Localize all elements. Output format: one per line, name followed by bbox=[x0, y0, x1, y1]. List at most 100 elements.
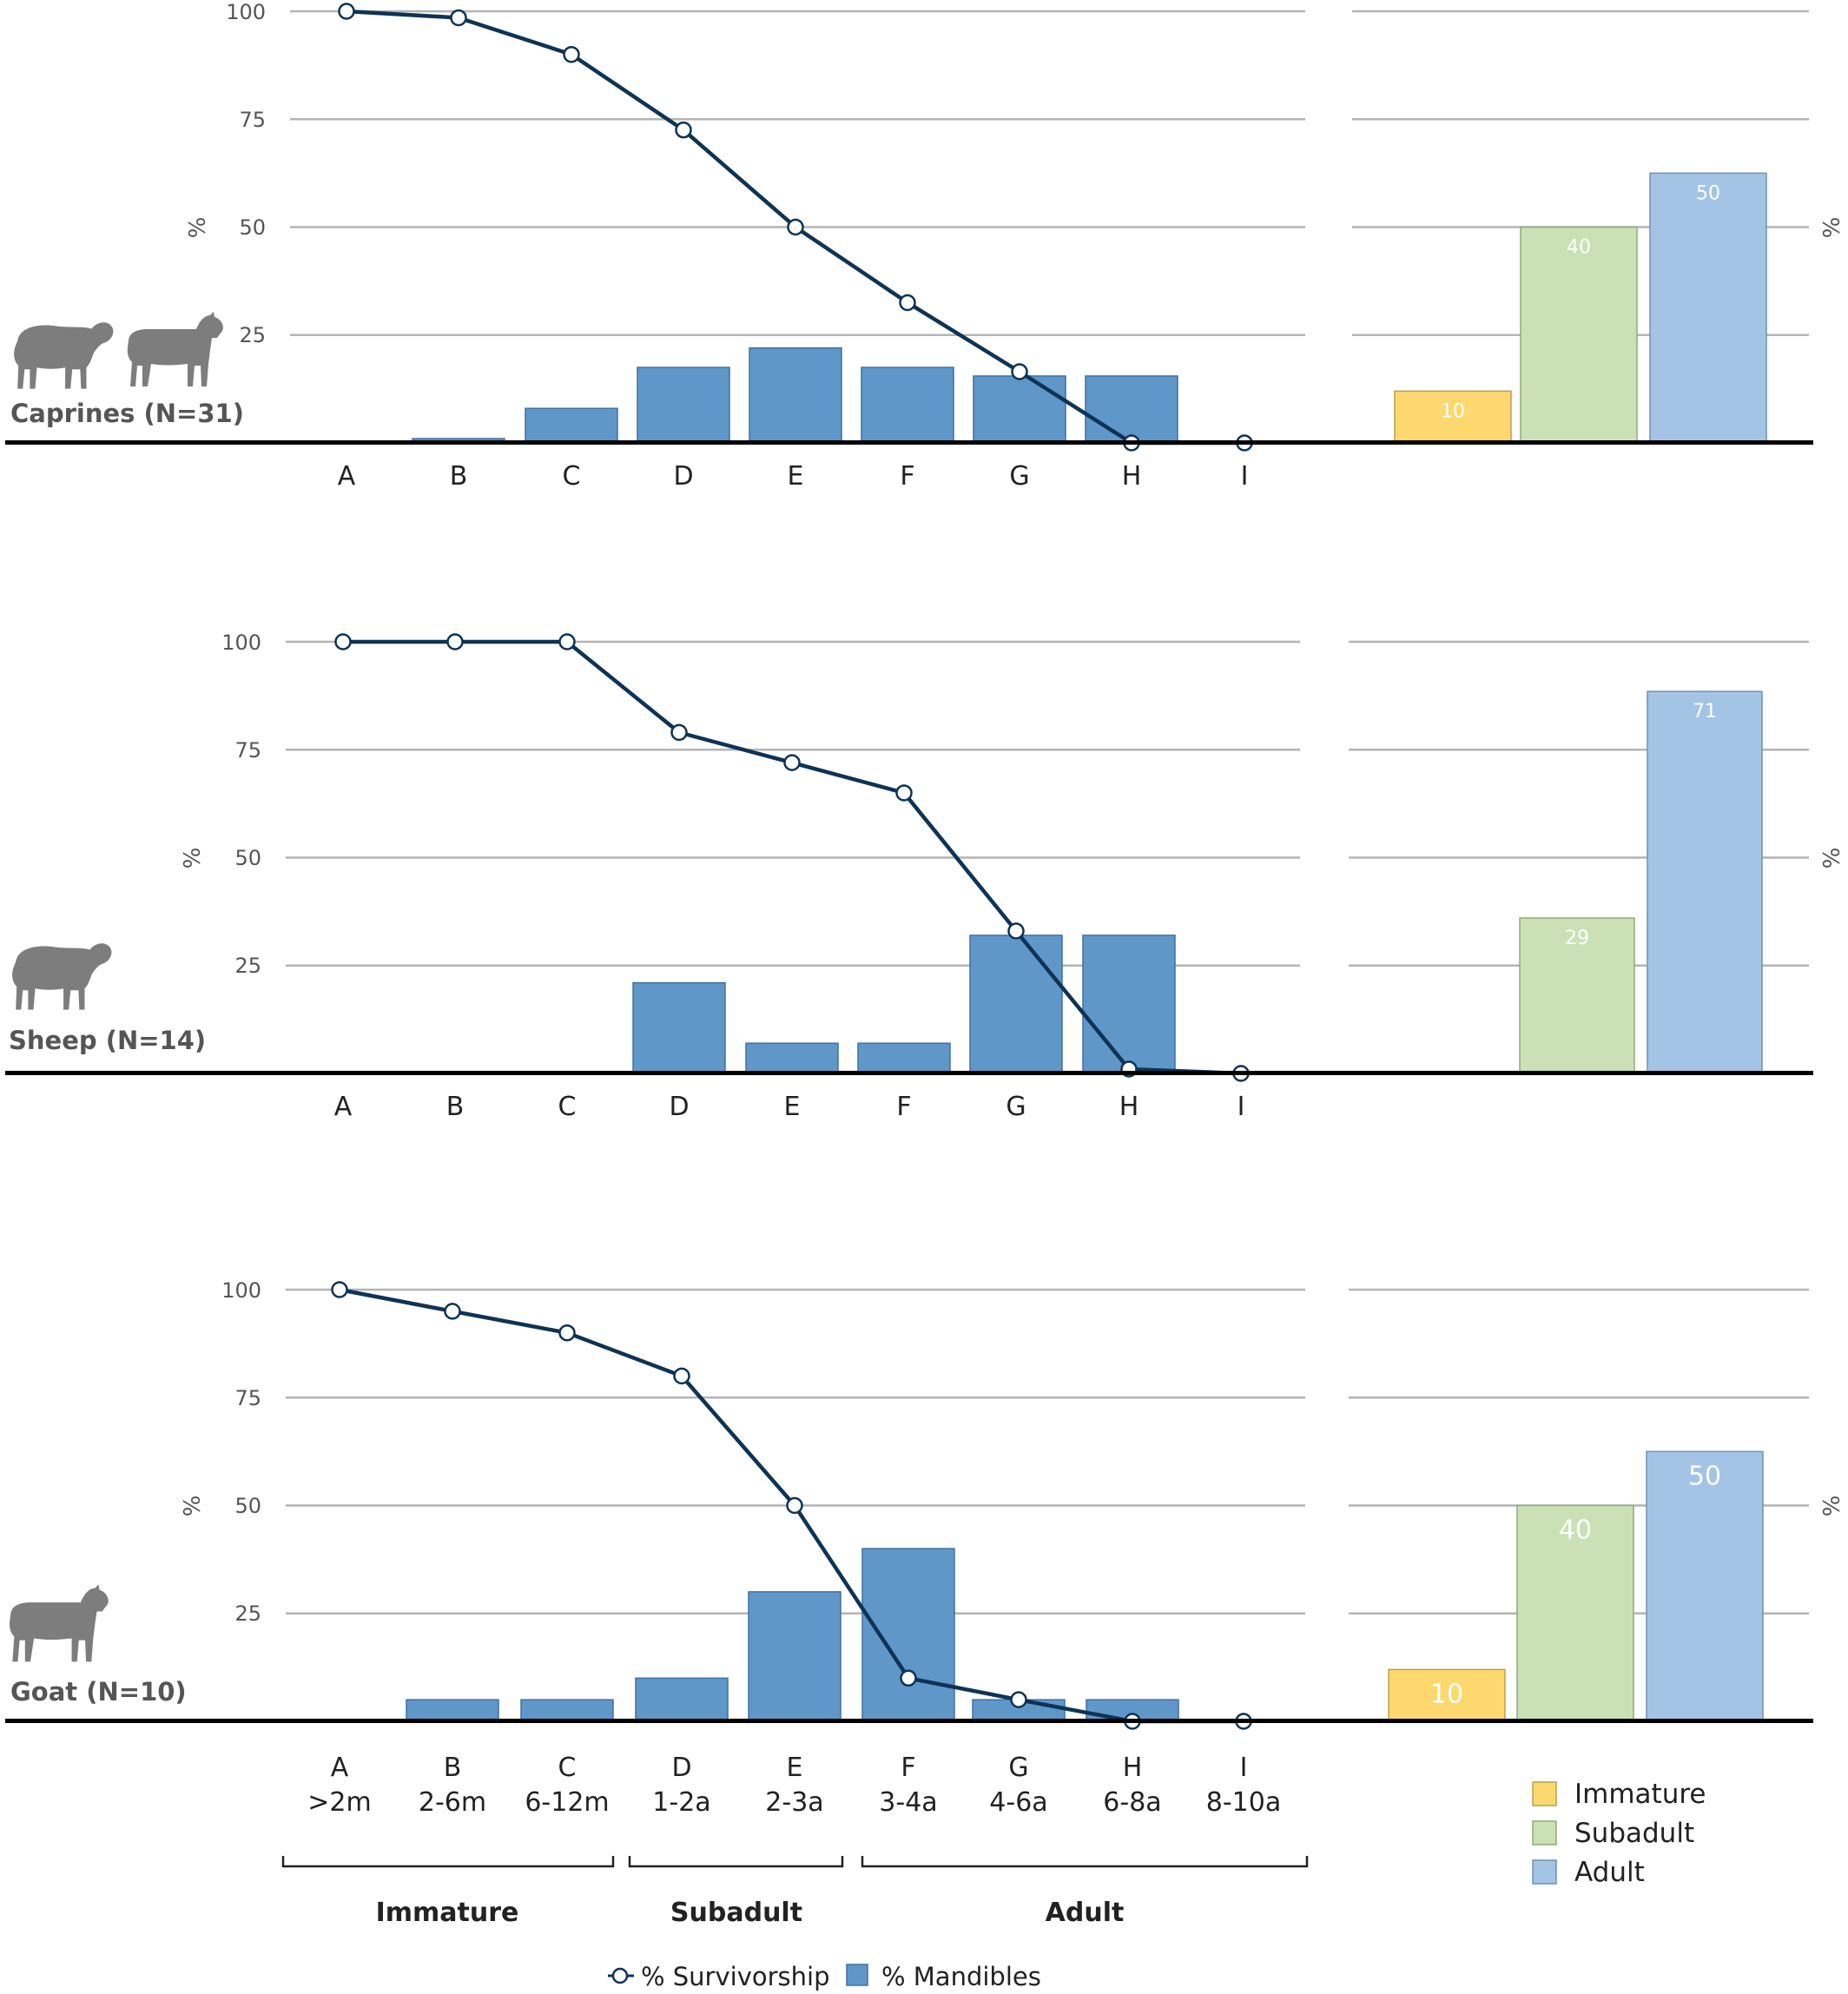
legend-subadult-swatch bbox=[1532, 1820, 1557, 1845]
x-age-label-e: 2-3a bbox=[765, 1787, 823, 1818]
x-age-label-i: 8-10a bbox=[1206, 1787, 1281, 1818]
x-tick-label-e: E bbox=[788, 461, 804, 492]
summary-bar-value-adult: 50 bbox=[1696, 182, 1720, 204]
mandible-bar-c bbox=[520, 1699, 614, 1722]
subadult-bracket bbox=[628, 1856, 844, 1868]
survivorship-point-b bbox=[444, 1303, 461, 1320]
y-tick-label-50: 50 bbox=[234, 846, 261, 870]
survivorship-point-f bbox=[900, 1669, 917, 1687]
age-group-label-subadult: Subadult bbox=[670, 1898, 802, 1928]
y-tick-label-75: 75 bbox=[234, 1386, 261, 1410]
mandible-bar-f bbox=[857, 1042, 951, 1074]
sheep-icon bbox=[14, 322, 114, 389]
summary-y-axis-label: % bbox=[1819, 217, 1845, 239]
summary-bar-value-subadult: 29 bbox=[1565, 928, 1589, 949]
mandible-bars bbox=[412, 347, 1178, 444]
survivorship-point-c bbox=[558, 633, 576, 650]
panel-label: Sheep (N=14) bbox=[9, 1026, 206, 1055]
survivorship-point-f bbox=[899, 294, 916, 312]
y-tick-label-25: 25 bbox=[234, 954, 261, 978]
mandible-bars bbox=[406, 1548, 1179, 1722]
survivorship-point-d bbox=[673, 1367, 690, 1385]
goat-icon bbox=[127, 312, 223, 386]
x-tick-labels: A B C D E F G H I bbox=[331, 1753, 1248, 1783]
summary-bar-adult bbox=[1649, 172, 1767, 444]
y-tick-label-75: 75 bbox=[234, 738, 261, 763]
summary-bar-value-immature: 10 bbox=[1441, 400, 1465, 422]
y-tick-label-25: 25 bbox=[239, 323, 266, 347]
y-tick-label-100: 100 bbox=[226, 0, 266, 24]
x-tick-label-c: C bbox=[558, 1092, 577, 1122]
x-tick-labels: A B C D E F G H I bbox=[334, 1092, 1245, 1122]
x-age-label-h: 6-8a bbox=[1103, 1787, 1161, 1818]
x-age-label-b: 2-6m bbox=[419, 1787, 486, 1818]
x-tick-label-g: G bbox=[1009, 461, 1029, 492]
x-tick-label-b: B bbox=[444, 1753, 462, 1783]
x-tick-label-h: H bbox=[1122, 461, 1142, 492]
sheep-icon bbox=[12, 943, 112, 1010]
survivorship-point-e bbox=[783, 754, 801, 771]
y-axis-label: % bbox=[180, 848, 206, 869]
x-tick-label-g: G bbox=[1006, 1092, 1026, 1122]
x-tick-label-a: A bbox=[338, 461, 356, 492]
survivorship-point-g bbox=[1007, 922, 1025, 940]
x-tick-label-e: E bbox=[784, 1092, 801, 1122]
summary-bar-value-subadult: 40 bbox=[1559, 1515, 1592, 1546]
panel-goat: 100 75 50 25 % % 10 40 50 A B C D E F G H … bbox=[5, 1278, 1845, 1818]
mandible-bar-g bbox=[973, 375, 1066, 444]
x-tick-label-e: E bbox=[787, 1753, 803, 1783]
summary-bar-subadult bbox=[1519, 917, 1635, 1074]
mandible-bar-h bbox=[1082, 934, 1176, 1074]
survivorship-point-c bbox=[558, 1324, 576, 1342]
x-tick-label-b: B bbox=[446, 1092, 465, 1122]
grid-lines bbox=[286, 1288, 1305, 1614]
summary-bar-adult bbox=[1646, 1450, 1764, 1722]
survivorship-point-e bbox=[786, 1496, 803, 1515]
x-tick-labels: A B C D E F G H I bbox=[338, 461, 1249, 492]
mandible-bar-e bbox=[749, 347, 842, 444]
y-tick-label-100: 100 bbox=[221, 631, 261, 655]
x-tick-label-d: D bbox=[671, 1753, 691, 1783]
legend-mandibles: % Mandibles bbox=[846, 1962, 1041, 1991]
mandible-bar-b bbox=[406, 1699, 499, 1722]
mandible-bar-d bbox=[635, 1677, 729, 1722]
x-tick-label-b: B bbox=[450, 461, 468, 492]
survivorship-point-g bbox=[1011, 363, 1028, 380]
mandible-bar-e bbox=[748, 1591, 842, 1722]
age-group-label-adult: Adult bbox=[1046, 1898, 1125, 1928]
survivorship-point-e bbox=[787, 218, 804, 236]
survivorship-point-a bbox=[338, 3, 355, 20]
x-tick-label-i: I bbox=[1238, 1092, 1245, 1122]
x-age-label-f: 3-4a bbox=[879, 1787, 937, 1818]
mandible-bar-d bbox=[632, 981, 726, 1074]
survivorship-point-g bbox=[1010, 1691, 1027, 1708]
panel-label: Caprines (N=31) bbox=[10, 399, 244, 428]
legend-immature-swatch bbox=[1532, 1781, 1557, 1806]
summary-y-axis-label: % bbox=[1819, 1496, 1845, 1517]
x-tick-label-f: F bbox=[900, 461, 914, 492]
summary-bars: 29 71 bbox=[1519, 690, 1763, 1074]
legend-subadult-label: Subadult bbox=[1574, 1818, 1694, 1849]
survivorship-line bbox=[334, 633, 1250, 1082]
legend-survivorship-label: % Survivorship bbox=[641, 1962, 830, 1991]
summary-bars: 10 40 50 bbox=[1388, 1450, 1764, 1722]
x-axis-line bbox=[5, 1071, 1813, 1075]
x-tick-label-h: H bbox=[1123, 1753, 1143, 1783]
survivorship-point-b bbox=[446, 633, 464, 650]
x-tick-label-c: C bbox=[558, 1753, 577, 1783]
x-tick-label-i: I bbox=[1240, 1753, 1248, 1783]
x-age-label-d: 1-2a bbox=[652, 1787, 710, 1818]
y-axis-label: % bbox=[180, 1496, 206, 1517]
survivorship-point-d bbox=[675, 121, 692, 139]
x-age-labels: >2m 2-6m 6-12m 1-2a 2-3a 3-4a 4-6a 6-8a … bbox=[307, 1787, 1281, 1818]
x-tick-label-f: F bbox=[901, 1753, 915, 1783]
summary-bar-value-immature: 10 bbox=[1430, 1679, 1463, 1709]
x-tick-label-a: A bbox=[331, 1753, 349, 1783]
summary-bars: 10 40 50 bbox=[1394, 172, 1767, 444]
survivorship-point-f bbox=[895, 784, 913, 802]
legend-immature-label: Immature bbox=[1574, 1779, 1706, 1810]
immature-bracket bbox=[281, 1856, 615, 1868]
summary-bar-subadult bbox=[1520, 226, 1638, 444]
x-tick-label-d: D bbox=[669, 1092, 689, 1122]
